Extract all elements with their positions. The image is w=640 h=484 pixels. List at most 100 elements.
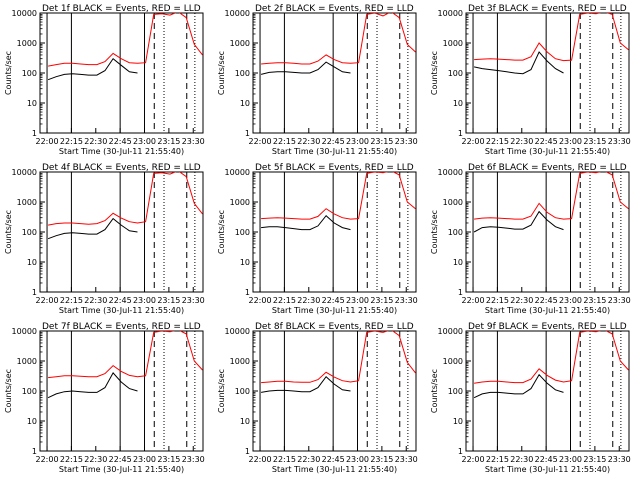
x-tick-label: 23:15 bbox=[583, 455, 606, 464]
x-tick-label: 23:00 bbox=[133, 137, 156, 146]
x-tick-label: 22:45 bbox=[322, 296, 345, 305]
x-tick-label: 22:15 bbox=[486, 455, 509, 464]
x-tick-label: 22:30 bbox=[84, 455, 107, 464]
panel-title: Det 7f BLACK = Events, RED = LLD bbox=[42, 322, 201, 332]
series-line-events bbox=[260, 61, 351, 75]
panel-frame bbox=[465, 12, 630, 134]
y-tick-label: 100 bbox=[448, 69, 463, 78]
y-tick-label: 10 bbox=[27, 99, 37, 108]
x-tick-label: 22:15 bbox=[60, 455, 83, 464]
x-tick-label: 22:00 bbox=[36, 455, 59, 464]
y-tick-label: 1 bbox=[458, 288, 463, 297]
x-tick-label: 23:30 bbox=[395, 296, 418, 305]
x-tick-label: 22:30 bbox=[297, 137, 320, 146]
y-axis-label: Counts/sec bbox=[430, 369, 439, 413]
y-tick-label: 1000 bbox=[230, 39, 250, 48]
y-tick-label: 100 bbox=[22, 228, 37, 237]
y-tick-label: 1 bbox=[245, 129, 250, 138]
y-axis-label: Counts/sec bbox=[217, 210, 226, 254]
x-tick-label: 22:30 bbox=[84, 296, 107, 305]
y-tick-label: 10000 bbox=[438, 168, 463, 177]
series-line-events bbox=[47, 372, 138, 399]
x-tick-label: 22:00 bbox=[249, 137, 272, 146]
x-axis-label: Start Time (30-Jul-11 21:55:40) bbox=[485, 147, 610, 156]
x-axis-label: Start Time (30-Jul-11 21:55:40) bbox=[485, 306, 610, 315]
y-tick-label: 10 bbox=[453, 258, 463, 267]
x-tick-label: 22:00 bbox=[462, 296, 485, 305]
x-tick-label: 22:15 bbox=[273, 137, 296, 146]
series-line-events bbox=[47, 57, 138, 81]
panel-frame bbox=[39, 330, 204, 452]
y-tick-label: 1 bbox=[458, 447, 463, 456]
y-tick-label: 10000 bbox=[225, 9, 250, 18]
x-tick-label: 22:00 bbox=[462, 137, 485, 146]
x-tick-label: 23:30 bbox=[608, 296, 631, 305]
y-axis-label: Counts/sec bbox=[4, 369, 13, 413]
x-tick-label: 23:30 bbox=[608, 455, 631, 464]
x-tick-label: 22:45 bbox=[322, 455, 345, 464]
x-tick-label: 22:15 bbox=[60, 296, 83, 305]
y-tick-label: 100 bbox=[235, 69, 250, 78]
x-tick-label: 22:45 bbox=[535, 296, 558, 305]
y-tick-label: 1000 bbox=[17, 198, 37, 207]
series-line-lld bbox=[48, 13, 203, 67]
y-tick-label: 1 bbox=[32, 288, 37, 297]
panel-title: Det 3f BLACK = Events, RED = LLD bbox=[468, 4, 627, 14]
y-tick-label: 10000 bbox=[12, 9, 37, 18]
x-tick-label: 22:45 bbox=[109, 296, 132, 305]
x-tick-label: 23:15 bbox=[157, 137, 180, 146]
x-axis-label: Start Time (30-Jul-11 21:55:40) bbox=[59, 465, 184, 474]
x-tick-label: 22:45 bbox=[109, 137, 132, 146]
x-tick-label: 22:45 bbox=[535, 137, 558, 146]
y-tick-label: 1000 bbox=[17, 39, 37, 48]
panel-title: Det 8f BLACK = Events, RED = LLD bbox=[255, 322, 414, 332]
y-tick-label: 100 bbox=[235, 387, 250, 396]
series-line-events bbox=[261, 214, 351, 231]
x-tick-label: 23:15 bbox=[583, 137, 606, 146]
series-line-lld bbox=[48, 331, 203, 379]
y-tick-label: 100 bbox=[235, 228, 250, 237]
x-tick-label: 22:30 bbox=[297, 296, 320, 305]
x-tick-label: 22:00 bbox=[462, 455, 485, 464]
x-tick-label: 22:00 bbox=[36, 296, 59, 305]
series-line-lld bbox=[261, 331, 416, 384]
panel-title: Det 5f BLACK = Events, RED = LLD bbox=[255, 163, 414, 173]
x-axis-label: Start Time (30-Jul-11 21:55:40) bbox=[272, 306, 397, 315]
x-tick-label: 23:30 bbox=[182, 455, 205, 464]
x-tick-label: 23:15 bbox=[370, 137, 393, 146]
panel-title: Det 4f BLACK = Events, RED = LLD bbox=[42, 163, 201, 173]
y-tick-label: 10 bbox=[240, 417, 250, 426]
series-line-lld bbox=[474, 13, 629, 62]
x-tick-label: 23:30 bbox=[395, 455, 418, 464]
x-tick-label: 23:15 bbox=[157, 296, 180, 305]
x-tick-label: 23:30 bbox=[182, 296, 205, 305]
y-tick-label: 10000 bbox=[438, 9, 463, 18]
series-line-events bbox=[473, 51, 564, 75]
y-tick-label: 10 bbox=[453, 417, 463, 426]
x-tick-label: 23:15 bbox=[370, 455, 393, 464]
x-tick-label: 22:15 bbox=[60, 137, 83, 146]
panel-frame bbox=[252, 171, 417, 293]
y-tick-label: 1 bbox=[245, 288, 250, 297]
x-tick-label: 22:15 bbox=[273, 455, 296, 464]
y-tick-label: 10 bbox=[27, 258, 37, 267]
series-line-lld bbox=[261, 13, 416, 65]
series-line-events bbox=[261, 375, 351, 393]
x-tick-label: 22:30 bbox=[297, 455, 320, 464]
x-tick-label: 22:15 bbox=[273, 296, 296, 305]
y-tick-label: 100 bbox=[448, 387, 463, 396]
y-tick-label: 1 bbox=[458, 129, 463, 138]
y-tick-label: 1000 bbox=[230, 198, 250, 207]
x-tick-label: 23:15 bbox=[157, 455, 180, 464]
y-axis-label: Counts/sec bbox=[4, 210, 13, 254]
y-axis-label: Counts/sec bbox=[430, 210, 439, 254]
y-tick-label: 10000 bbox=[225, 168, 250, 177]
x-tick-label: 23:30 bbox=[608, 137, 631, 146]
y-tick-label: 1 bbox=[32, 447, 37, 456]
y-tick-label: 10 bbox=[240, 258, 250, 267]
series-line-lld bbox=[48, 172, 203, 226]
x-tick-label: 23:30 bbox=[182, 137, 205, 146]
x-tick-label: 22:30 bbox=[510, 455, 533, 464]
series-line-lld bbox=[261, 172, 416, 220]
